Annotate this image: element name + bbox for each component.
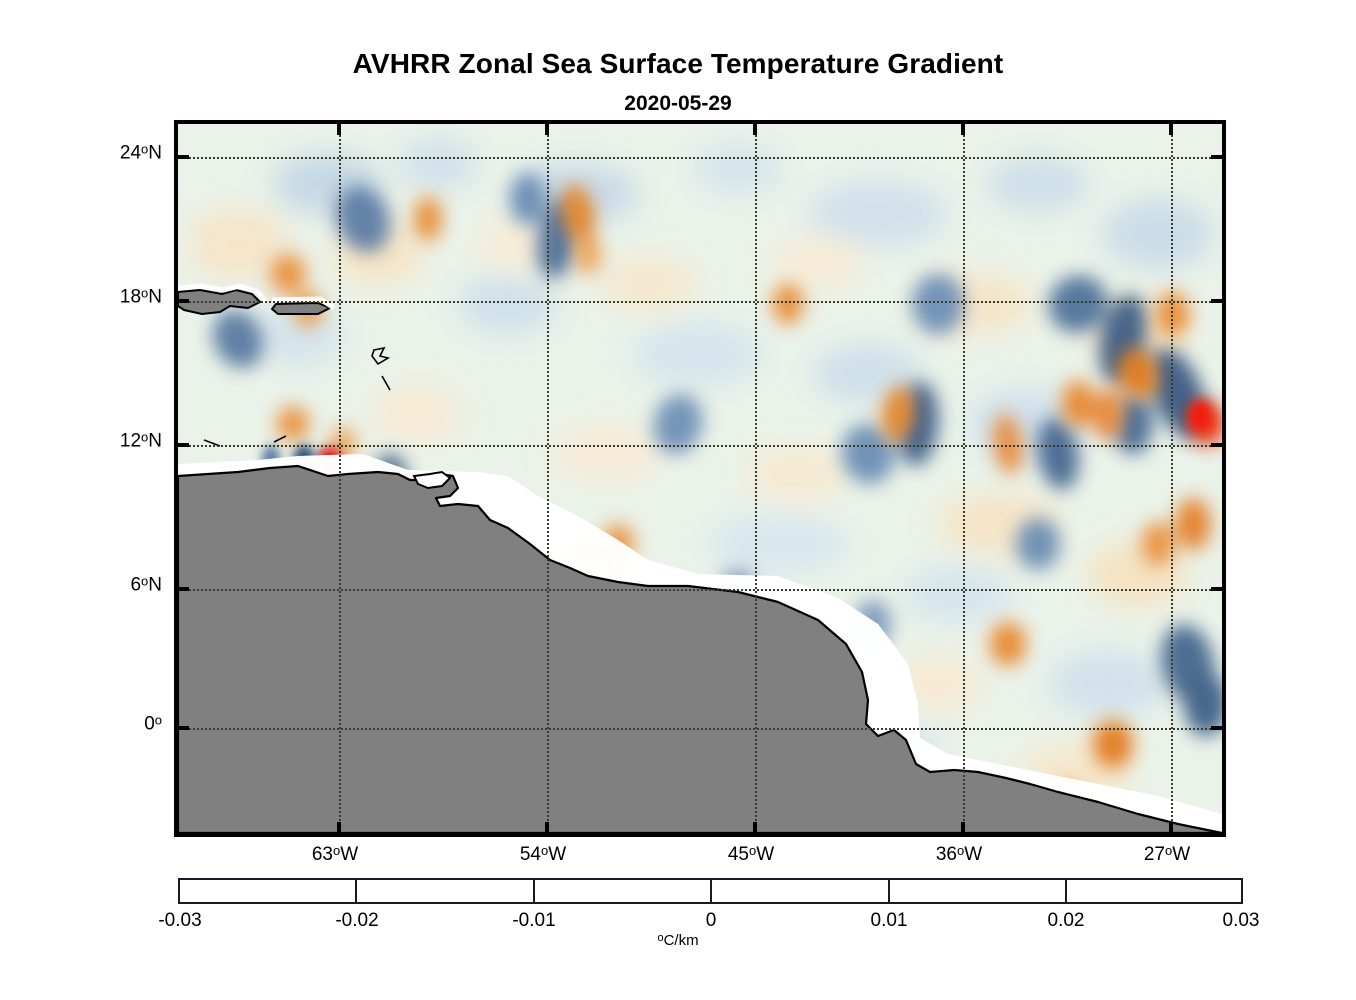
xtick-label-value: 45	[727, 844, 749, 865]
xtick-label-suffix: W	[964, 844, 983, 865]
xtick-label-value: 36	[935, 844, 957, 865]
ytick-label-value: 18	[119, 286, 142, 308]
ytick-label-suffix: N	[148, 286, 162, 308]
ytick-label-value: 24	[119, 142, 142, 164]
ytick-12n	[178, 443, 189, 447]
colorbar-tick-0.02	[1065, 878, 1067, 904]
colorbar-unit-label: oC/km	[657, 932, 699, 949]
xtick-label-value: 63	[311, 844, 333, 865]
xtick-45w	[753, 822, 757, 833]
xtick-27w	[1169, 822, 1173, 833]
xtick-36w	[961, 822, 965, 833]
colorbar-label-0: 0	[705, 910, 717, 931]
xtick-label-54w: 54oW	[519, 843, 567, 865]
xtick-63w	[337, 822, 341, 833]
ytick-label-value: 6	[130, 574, 142, 596]
colorbar-label-0.01: 0.01	[870, 910, 908, 931]
ytick-label-24n: 24oN	[119, 141, 162, 164]
colorbar-tick--0.02	[355, 878, 357, 904]
colorbar-tick-0	[710, 878, 712, 904]
ytick-label-18n: 18oN	[119, 285, 162, 308]
xtick-label-63w: 63oW	[311, 843, 359, 865]
colorbar-unit-value: C/km	[663, 932, 699, 949]
xtick-label-suffix: W	[548, 844, 567, 865]
ytick-label-suffix: N	[148, 574, 162, 596]
ytick-right-6n	[1211, 587, 1222, 591]
ytick-label-value: 12	[119, 430, 142, 452]
colorbar-label--0.03: -0.03	[158, 910, 202, 931]
ytick-label-12n: 12oN	[119, 429, 162, 452]
colorbar-tick-0.01	[888, 878, 890, 904]
ytick-24n	[178, 155, 189, 159]
xtick-label-suffix: W	[340, 844, 359, 865]
xtick-top-54w	[545, 124, 549, 135]
page-title: AVHRR Zonal Sea Surface Temperature Grad…	[352, 48, 1004, 79]
ytick-0	[178, 726, 189, 730]
xtick-label-45w: 45oW	[727, 843, 775, 865]
xtick-top-63w	[337, 124, 341, 135]
ytick-6n	[178, 587, 189, 591]
sst-gradient-field	[178, 124, 1222, 833]
ytick-label-value: 0	[144, 713, 155, 735]
chart-subtitle: 2020-05-29	[624, 92, 732, 115]
ytick-label-suffix: N	[148, 430, 162, 452]
xtick-label-suffix: W	[1172, 844, 1191, 865]
ytick-label-6n: 6oN	[130, 573, 162, 596]
colorbar-label--0.01: -0.01	[512, 910, 556, 931]
xtick-label-36w: 36oW	[935, 843, 983, 865]
ytick-label-0: 0o	[144, 712, 162, 735]
xtick-label-suffix: W	[756, 844, 775, 865]
ytick-right-18n	[1211, 299, 1222, 303]
colorbar-label-0.02: 0.02	[1047, 910, 1085, 931]
ytick-right-12n	[1211, 443, 1222, 447]
xtick-54w	[545, 822, 549, 833]
xtick-label-value: 27	[1143, 844, 1165, 865]
colorbar-tick--0.01	[533, 878, 535, 904]
map-plot-area[interactable]	[174, 120, 1226, 837]
xtick-label-value: 54	[519, 844, 541, 865]
xtick-top-27w	[1169, 124, 1173, 135]
colorbar-label--0.02: -0.02	[335, 910, 379, 931]
ytick-18n	[178, 299, 189, 303]
ytick-right-24n	[1211, 155, 1222, 159]
xtick-top-36w	[961, 124, 965, 135]
ytick-label-suffix: N	[148, 142, 162, 164]
ytick-right-0	[1211, 726, 1222, 730]
colorbar-label-0.03: 0.03	[1222, 910, 1260, 931]
xtick-label-27w: 27oW	[1143, 843, 1191, 865]
xtick-top-45w	[753, 124, 757, 135]
